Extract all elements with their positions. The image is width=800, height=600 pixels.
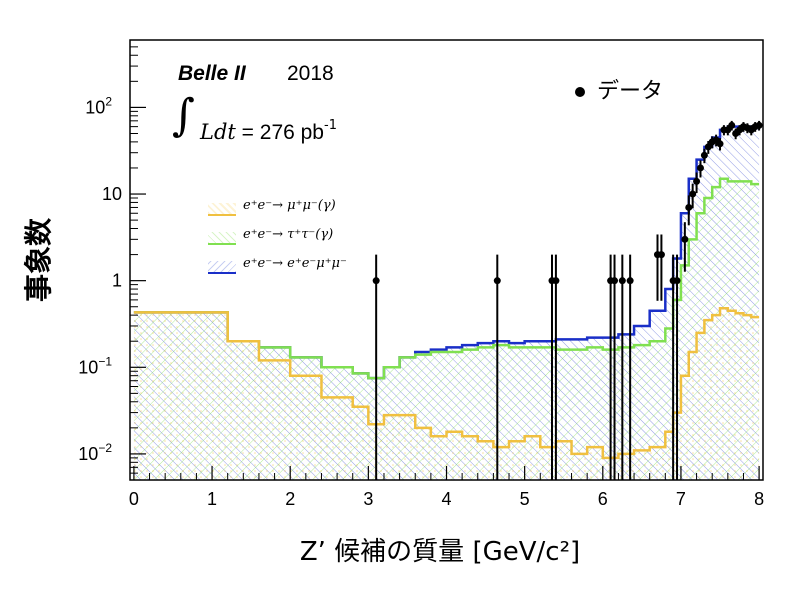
data-point <box>728 121 736 129</box>
data-point <box>685 203 693 211</box>
series-tautau-line <box>133 177 760 380</box>
data-marker-icon <box>575 87 585 97</box>
legend-data: データ <box>575 73 663 105</box>
year-label: 2018 <box>287 62 334 85</box>
y-tick-label: 102 <box>85 94 112 117</box>
data-point <box>618 277 626 285</box>
integral-symbol: ∫ <box>172 90 195 141</box>
data-point <box>552 277 560 285</box>
data-point <box>696 164 704 172</box>
data-point <box>755 121 763 129</box>
data-point <box>673 277 681 285</box>
legend-tautau-label: e⁺e⁻→ τ⁺τ⁻(γ) <box>243 227 334 242</box>
legend-eemumu-label: e⁺e⁻→ e⁺e⁻μ⁺μ⁻ <box>243 256 347 271</box>
x-axis-title: Z’ 候補の質量 [GeV/c²] <box>300 537 580 567</box>
data-point <box>693 177 701 185</box>
y-axis-title: 事象数 <box>22 217 55 302</box>
x-tick-label: 2 <box>285 489 295 509</box>
x-tick-label: 7 <box>676 489 686 509</box>
y-tick-label: 10−2 <box>78 441 112 464</box>
legend-eemumu-swatch <box>208 261 236 274</box>
x-tick-label: 5 <box>520 489 530 509</box>
legend-data-label: データ <box>597 79 664 104</box>
x-tick-label: 6 <box>598 489 608 509</box>
series-mumu-fill <box>133 308 760 480</box>
legend-mumu-label: e⁺e⁻→ μ⁺μ⁻(γ) <box>243 198 336 213</box>
experiment-label: Belle II <box>178 62 246 85</box>
legend-mumu-swatch <box>208 203 236 216</box>
luminosity-value: = 276 pb <box>235 121 324 144</box>
luminosity-exponent: -1 <box>324 118 337 133</box>
data-point <box>716 140 724 148</box>
x-tick-label: 1 <box>207 489 217 509</box>
data-point <box>611 277 619 285</box>
data-point <box>657 251 665 259</box>
data-point <box>700 151 708 159</box>
y-tick-label: 1 <box>112 271 122 291</box>
data-point <box>724 126 732 134</box>
y-tick-label: 10 <box>102 184 122 204</box>
data-point <box>704 143 712 151</box>
data-point <box>372 277 380 285</box>
x-tick-label: 4 <box>441 489 451 509</box>
x-tick-label: 8 <box>754 489 764 509</box>
data-point <box>689 190 697 198</box>
x-tick-label: 0 <box>129 489 139 509</box>
luminosity-label: Ldt = 276 pb-1 <box>200 118 337 145</box>
series-mumu-line <box>133 307 760 460</box>
x-tick-label: 3 <box>363 489 373 509</box>
data-point <box>626 277 634 285</box>
luminosity-var: Ldt <box>200 120 236 144</box>
data-point <box>493 277 501 285</box>
y-tick-label: 10−1 <box>78 354 112 377</box>
data-point <box>681 235 689 243</box>
legend-tautau-swatch <box>208 232 236 245</box>
